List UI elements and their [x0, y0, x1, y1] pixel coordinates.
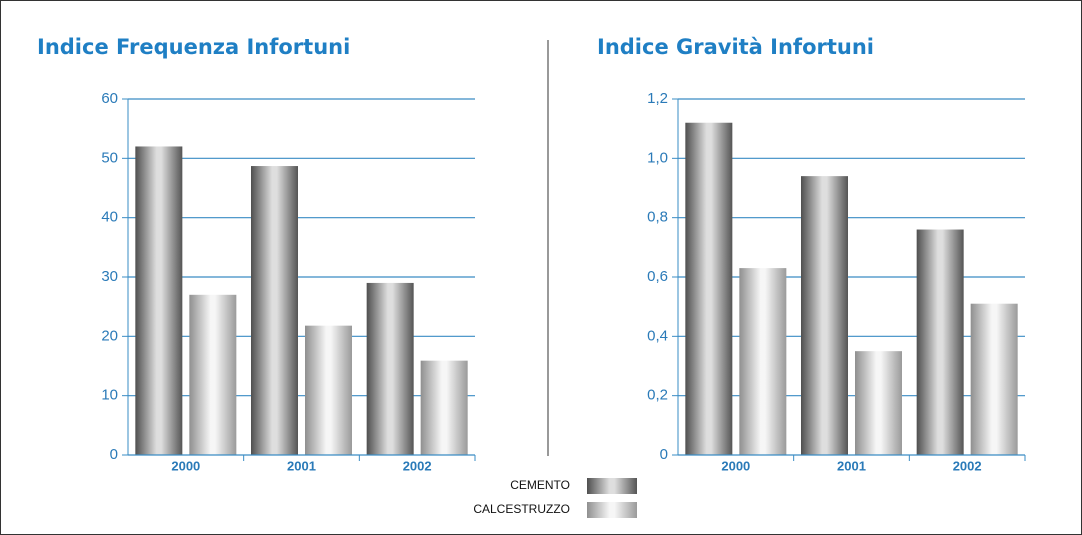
y-tick-label: 50 — [101, 149, 118, 166]
x-tick-label: 2000 — [721, 458, 750, 473]
x-tick-label: 2002 — [953, 458, 982, 473]
chart-title: Indice Frequenza Infortuni — [37, 35, 350, 59]
bar — [189, 294, 237, 455]
y-tick-label: 0,8 — [647, 209, 668, 226]
y-tick-label: 20 — [101, 327, 118, 344]
bar — [420, 360, 468, 455]
y-tick-label: 0 — [110, 446, 118, 463]
legend-swatch — [587, 502, 637, 518]
y-tick-label: 40 — [101, 209, 118, 226]
bar — [305, 325, 352, 455]
y-tick-label: 10 — [101, 387, 118, 404]
x-tick-label: 2002 — [403, 458, 432, 473]
bar — [739, 268, 787, 455]
y-tick-label: 0,2 — [647, 387, 668, 404]
bar — [916, 229, 964, 455]
y-tick-label: 0,6 — [647, 268, 668, 285]
bar — [970, 303, 1018, 455]
bar — [366, 282, 414, 455]
bar — [685, 122, 733, 455]
x-tick-label: 2001 — [837, 458, 866, 473]
bar — [855, 351, 902, 455]
legend-label: CEMENTO — [510, 478, 570, 492]
x-tick-label: 2000 — [171, 458, 200, 473]
y-tick-label: 0 — [660, 446, 668, 463]
y-tick-label: 60 — [101, 90, 118, 107]
bar — [251, 166, 298, 455]
bar — [135, 146, 183, 455]
chart-title: Indice Gravità Infortuni — [597, 35, 874, 59]
y-tick-label: 1,0 — [647, 149, 668, 166]
legend-swatch — [587, 478, 637, 494]
legend-label: CALCESTRUZZO — [473, 502, 570, 516]
y-tick-label: 30 — [101, 268, 118, 285]
y-tick-label: 1,2 — [647, 90, 668, 107]
x-tick-label: 2001 — [287, 458, 316, 473]
bar — [801, 176, 848, 455]
y-tick-label: 0,4 — [647, 327, 668, 344]
